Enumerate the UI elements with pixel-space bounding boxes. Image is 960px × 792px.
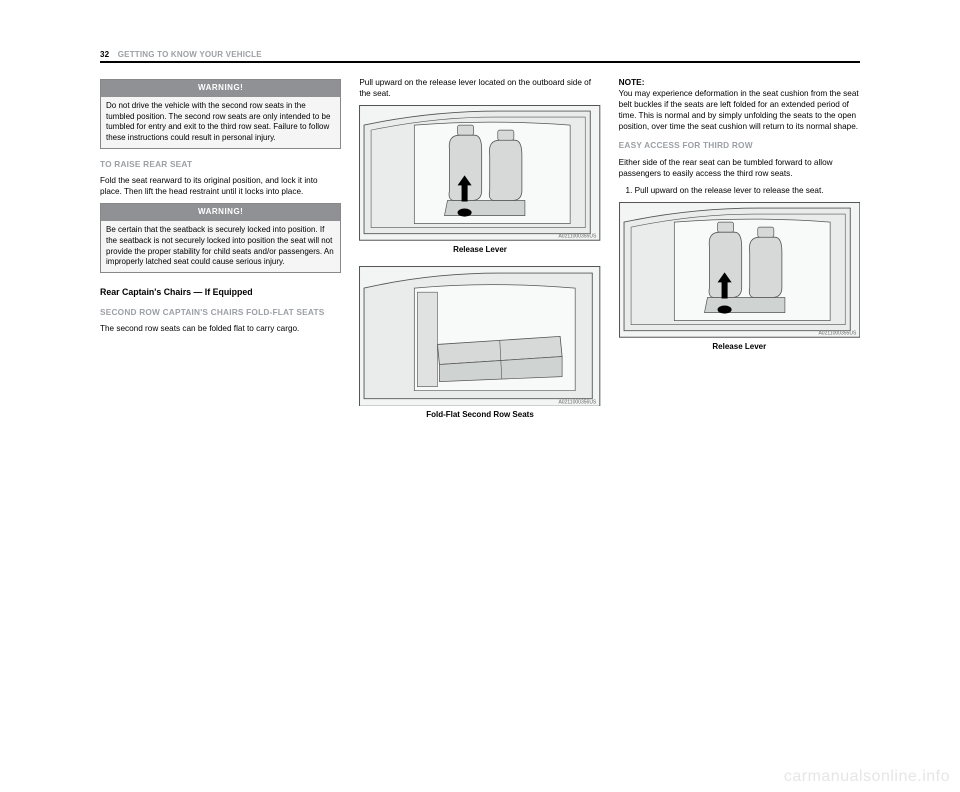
figure-code: A0211000355US — [818, 331, 856, 337]
column-2: Pull upward on the release lever located… — [359, 73, 600, 431]
warning-body: Be certain that the seatback is securely… — [101, 221, 340, 272]
figure-code: A0211000356US — [559, 399, 597, 405]
subheading-fold-flat: SECOND ROW CAPTAIN'S CHAIRS FOLD-FLAT SE… — [100, 307, 341, 318]
column-3: NOTE: You may experience deformation in … — [619, 73, 860, 431]
caption-fold-flat: Fold-Flat Second Row Seats — [359, 410, 600, 421]
caption-release-lever-1: Release Lever — [359, 245, 600, 256]
heading-easy-access: EASY ACCESS FOR THIRD ROW — [619, 140, 860, 151]
section-name: GETTING TO KNOW YOUR VEHICLE — [118, 50, 262, 59]
figure-fold-flat: A0211000356US — [359, 266, 600, 407]
watermark: carmanualsonline.info — [784, 768, 950, 786]
fold-flat-illustration: A0211000356US — [359, 266, 600, 407]
figure-release-lever-1: A0211000355US — [359, 105, 600, 241]
page-number: 32 — [100, 50, 109, 59]
step-1: Pull upward on the release lever to rele… — [635, 185, 860, 196]
figure-code: A0211000355US — [559, 234, 597, 240]
release-lever-illustration: A0211000355US — [359, 105, 600, 241]
caption-release-lever-2: Release Lever — [619, 342, 860, 353]
para-raise: Fold the seat rearward to its original p… — [100, 175, 341, 197]
steps-list: Pull upward on the release lever to rele… — [635, 185, 860, 196]
heading-raise-seat: TO RAISE REAR SEAT — [100, 159, 341, 170]
warning-header: WARNING! — [101, 80, 340, 97]
note-block: NOTE: You may experience deformation in … — [619, 77, 860, 132]
warning-box-2: WARNING! Be certain that the seatback is… — [100, 203, 341, 273]
page-header: 32 GETTING TO KNOW YOUR VEHICLE — [100, 50, 860, 63]
para-pull: Pull upward on the release lever located… — [359, 77, 600, 99]
figure-release-lever-2: A0211000355US — [619, 202, 860, 338]
note-body: You may experience deformation in the se… — [619, 89, 859, 131]
release-lever-illustration-2: A0211000355US — [619, 202, 860, 338]
warning-body: Do not drive the vehicle with the second… — [101, 97, 340, 148]
note-label: NOTE: — [619, 77, 645, 87]
para-captain: The second row seats can be folded flat … — [100, 323, 341, 334]
warning-header: WARNING! — [101, 204, 340, 221]
heading-captain-chairs: Rear Captain's Chairs — If Equipped — [100, 287, 341, 299]
para-easy-access: Either side of the rear seat can be tumb… — [619, 157, 860, 179]
column-1: WARNING! Do not drive the vehicle with t… — [100, 73, 341, 431]
warning-box-1: WARNING! Do not drive the vehicle with t… — [100, 79, 341, 149]
